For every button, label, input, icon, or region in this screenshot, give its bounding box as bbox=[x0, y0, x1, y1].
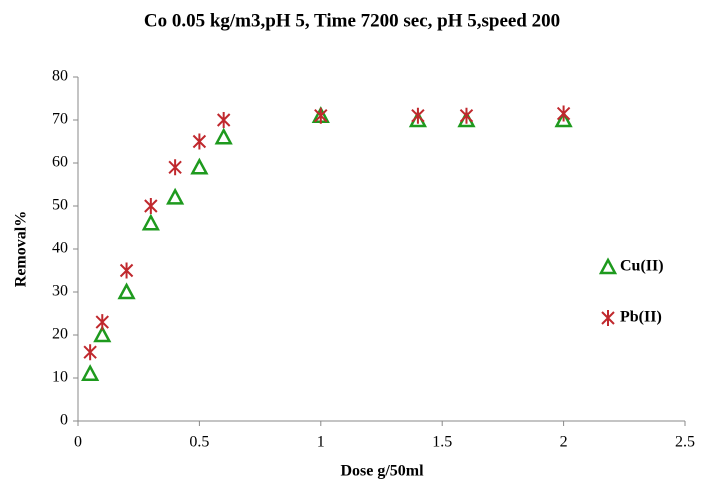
y-tick-label: 80 bbox=[52, 68, 68, 85]
x-tick-label: 0.5 bbox=[189, 434, 209, 451]
y-tick-label: 70 bbox=[52, 111, 68, 128]
asterisk-marker bbox=[216, 112, 231, 128]
x-tick-label: 1 bbox=[317, 434, 325, 451]
asterisk-marker bbox=[314, 107, 328, 124]
triangle-marker bbox=[554, 110, 573, 128]
asterisk-marker bbox=[168, 159, 182, 176]
y-tick-label: 50 bbox=[52, 197, 68, 214]
x-tick-label: 2.5 bbox=[675, 434, 695, 451]
triangle-marker bbox=[117, 282, 136, 300]
triangle-marker bbox=[214, 127, 233, 145]
x-axis-title: Dose g/50ml bbox=[340, 463, 424, 480]
triangle-marker bbox=[81, 364, 100, 381]
triangle-marker bbox=[93, 325, 112, 343]
asterisk-marker bbox=[144, 198, 158, 214]
triangle-marker bbox=[141, 213, 160, 231]
triangle-marker bbox=[598, 257, 618, 275]
y-tick-label: 0 bbox=[60, 412, 68, 429]
legend-label: Cu(II) bbox=[620, 258, 664, 275]
asterisk-marker bbox=[83, 344, 97, 361]
x-tick-label: 0 bbox=[74, 434, 82, 451]
asterisk-marker bbox=[601, 310, 615, 326]
asterisk-marker bbox=[459, 107, 474, 124]
y-tick-label: 30 bbox=[52, 283, 68, 300]
y-axis-title: Removal% bbox=[13, 211, 30, 287]
y-tick-label: 20 bbox=[52, 326, 68, 343]
y-tick-label: 60 bbox=[52, 154, 68, 171]
x-tick-label: 1.5 bbox=[432, 434, 452, 451]
y-tick-label: 40 bbox=[52, 240, 68, 257]
asterisk-marker bbox=[192, 133, 207, 150]
asterisk-marker bbox=[119, 262, 134, 279]
triangle-marker bbox=[166, 187, 185, 205]
x-tick-label: 2 bbox=[560, 434, 568, 451]
chart-title: Co 0.05 kg/m3,pH 5, Time 7200 sec, pH 5,… bbox=[144, 10, 560, 31]
asterisk-marker bbox=[556, 105, 571, 122]
y-tick-label: 10 bbox=[52, 369, 68, 386]
triangle-marker bbox=[190, 157, 209, 175]
legend-label: Pb(II) bbox=[620, 309, 662, 326]
asterisk-marker bbox=[411, 107, 425, 124]
asterisk-marker bbox=[95, 314, 109, 331]
